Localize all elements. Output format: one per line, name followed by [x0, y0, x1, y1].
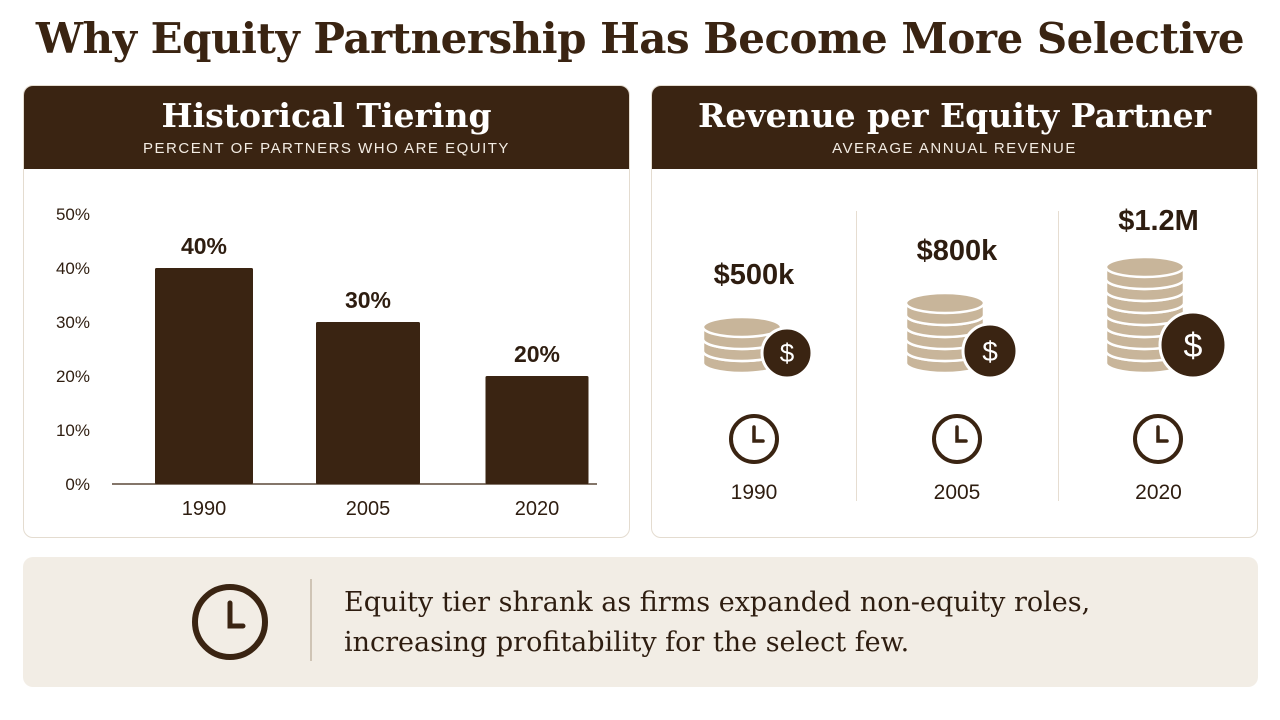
- revenue-per-partner-panel: Revenue per Equity Partner AVERAGE ANNUA…: [651, 85, 1258, 538]
- revenue-year-2005: 2005: [933, 481, 981, 504]
- summary-line-2: increasing profitability for the select …: [344, 627, 910, 658]
- revenue-per-partner-subtitle: AVERAGE ANNUAL REVENUE: [832, 140, 1077, 157]
- y-tick-label: 50%: [56, 205, 90, 224]
- clock-icon: [726, 411, 782, 472]
- summary-line-1: Equity tier shrank as firms expanded non…: [344, 587, 1091, 618]
- revenue-column-2005: $800k $: [856, 169, 1058, 537]
- revenue-value-2020: $1.2M: [1118, 205, 1199, 237]
- historical-tiering-title: Historical Tiering: [161, 96, 492, 135]
- coin-stack-dollar-icon: $: [700, 309, 815, 394]
- data-label-1990: 40%: [181, 233, 227, 259]
- y-tick-label: 0%: [65, 475, 90, 494]
- historical-tiering-subtitle: PERCENT OF PARTNERS WHO ARE EQUITY: [143, 140, 510, 157]
- historical-tiering-header: Historical Tiering PERCENT OF PARTNERS W…: [24, 86, 629, 169]
- svg-text:$: $: [780, 338, 795, 368]
- clock-icon: [189, 581, 271, 668]
- y-tick-label: 20%: [56, 367, 90, 386]
- page-title: Why Equity Partnership Has Become More S…: [35, 14, 1245, 63]
- revenue-per-partner-title: Revenue per Equity Partner: [698, 96, 1211, 135]
- coin-stack-dollar-icon: $: [903, 283, 1019, 394]
- revenue-year-1990: 1990: [730, 481, 778, 504]
- y-tick-label: 30%: [56, 313, 90, 332]
- revenue-column-1990: $500k $ 1990: [652, 169, 856, 537]
- svg-text:$: $: [1184, 327, 1203, 365]
- y-tick-label: 10%: [56, 421, 90, 440]
- column-divider: [856, 211, 857, 501]
- coin-stack-dollar-icon: $: [1103, 249, 1228, 394]
- historical-tiering-panel: Historical Tiering PERCENT OF PARTNERS W…: [23, 85, 630, 538]
- data-label-2020: 20%: [514, 341, 560, 367]
- summary-banner: Equity tier shrank as firms expanded non…: [23, 557, 1258, 687]
- svg-text:$: $: [982, 336, 998, 367]
- revenue-column-2020: $1.2M: [1058, 169, 1257, 537]
- x-tick-label-1990: 1990: [182, 498, 227, 520]
- summary-divider: [310, 579, 312, 661]
- clock-icon: [929, 411, 985, 472]
- x-tick-label-2020: 2020: [515, 498, 560, 520]
- equity-bar-chart: 0% 10% 20% 30% 40% 50% 40% 1990 30% 2005 20% 2020: [56, 205, 597, 520]
- data-label-2005: 30%: [345, 287, 391, 313]
- column-divider: [1058, 211, 1059, 501]
- bar-2005: [316, 322, 420, 484]
- x-tick-label-2005: 2005: [346, 498, 391, 520]
- bar-2020: [485, 376, 589, 484]
- revenue-value-2005: $800k: [916, 235, 998, 267]
- revenue-year-2020: 2020: [1135, 481, 1182, 504]
- revenue-value-1990: $500k: [713, 259, 795, 291]
- bar-1990: [155, 268, 253, 484]
- y-tick-label: 40%: [56, 259, 90, 278]
- clock-icon: [1130, 411, 1186, 472]
- revenue-per-partner-header: Revenue per Equity Partner AVERAGE ANNUA…: [652, 86, 1257, 169]
- summary-text: Equity tier shrank as firms expanded non…: [344, 583, 1224, 663]
